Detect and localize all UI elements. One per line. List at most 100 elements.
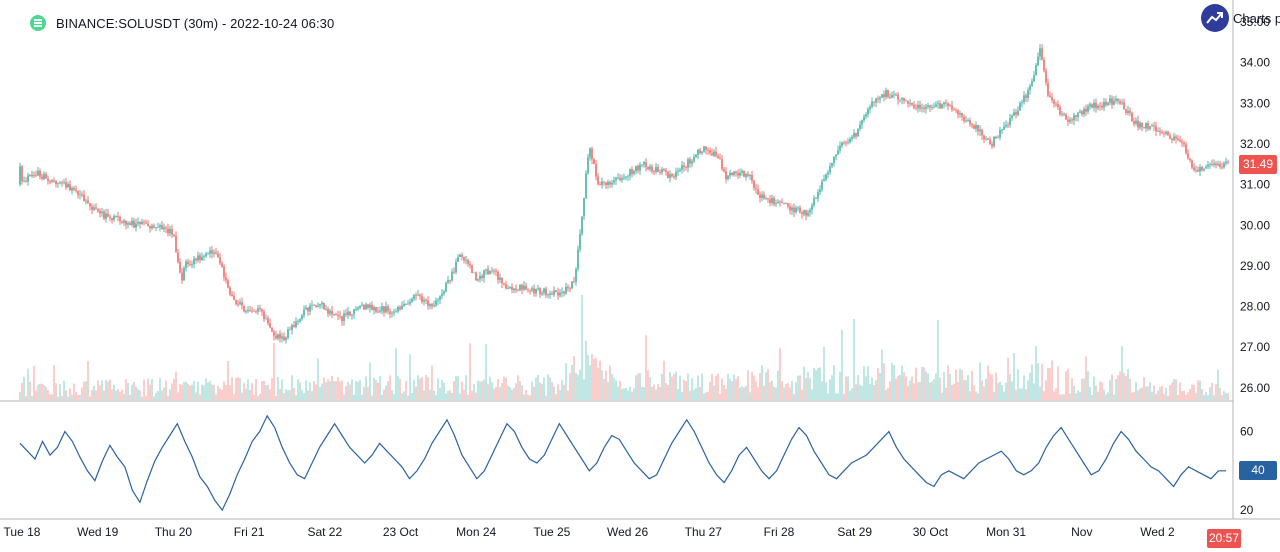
candle-body: [633, 171, 635, 174]
candle-body: [489, 271, 491, 275]
volume-bar: [859, 384, 861, 400]
volume-bar: [397, 376, 399, 400]
volume-bar: [377, 382, 379, 400]
candle-body: [933, 106, 935, 108]
volume-bar: [695, 387, 697, 400]
candle-body: [929, 105, 931, 108]
candle-body: [897, 94, 899, 100]
volume-bar: [839, 371, 841, 400]
volume-bar: [951, 385, 953, 400]
volume-bar: [697, 375, 699, 400]
candle-body: [227, 280, 229, 288]
candle-body: [1023, 95, 1025, 103]
candle-body: [343, 313, 345, 322]
volume-bar: [1151, 391, 1153, 400]
volume-bar: [433, 390, 435, 400]
time-tick-label: Fri 28: [764, 525, 795, 539]
volume-bar: [707, 391, 709, 400]
volume-bar: [367, 386, 369, 400]
volume-bar: [335, 381, 337, 400]
volume-bar: [449, 390, 451, 400]
volume-bar: [617, 386, 619, 400]
candle-body: [301, 315, 303, 320]
candle-body: [1039, 48, 1041, 57]
candle-body: [29, 175, 31, 177]
volume-bar: [1135, 381, 1137, 400]
candle-body: [903, 98, 905, 101]
volume-bar: [885, 389, 887, 400]
volume-bar: [773, 386, 775, 400]
volume-bar: [517, 375, 519, 400]
candle-body: [1159, 131, 1161, 133]
volume-bar: [497, 379, 499, 400]
volume-bar: [69, 388, 71, 400]
volume-bar: [91, 389, 93, 400]
candle-body: [601, 181, 603, 185]
volume-bar: [207, 382, 209, 400]
candle-body: [417, 294, 419, 296]
candle-body: [449, 280, 451, 281]
candle-body: [835, 154, 837, 157]
candle-body: [237, 303, 239, 305]
volume-bar: [1043, 391, 1045, 400]
candle-body: [961, 112, 963, 117]
candle-body: [1181, 141, 1183, 144]
candle-body: [587, 157, 589, 174]
live-status-icon[interactable]: [30, 15, 46, 31]
candle-body: [833, 156, 835, 164]
candle-body: [537, 288, 539, 289]
volume-bar: [791, 380, 793, 400]
candle-body: [295, 321, 297, 327]
volume-bar: [755, 381, 757, 400]
volume-bar: [1183, 390, 1185, 400]
volume-bar: [97, 380, 99, 400]
volume-bar: [887, 388, 889, 400]
volume-bar: [475, 392, 477, 400]
volume-bar: [571, 364, 573, 400]
volume-bar: [313, 381, 315, 400]
volume-bar: [789, 387, 791, 400]
candle-body: [1203, 168, 1205, 171]
candle-body: [71, 187, 73, 191]
volume-bar: [963, 379, 965, 400]
volume-bar: [593, 358, 595, 400]
volume-bar: [799, 375, 801, 400]
volume-bar: [1077, 390, 1079, 400]
candle-body: [1037, 56, 1039, 66]
price-tick-label: 34.00: [1240, 56, 1270, 70]
volume-bar: [1177, 395, 1179, 400]
volume-bar: [577, 374, 579, 400]
volume-bar: [731, 381, 733, 400]
price-tick-label: 26.00: [1240, 381, 1270, 395]
volume-bar: [451, 393, 453, 400]
volume-bar: [807, 371, 809, 400]
volume-bar: [957, 382, 959, 400]
volume-bar: [725, 388, 727, 400]
volume-bar: [829, 379, 831, 400]
candle-body: [483, 270, 485, 278]
brand-badge[interactable]: Charts p: [1201, 4, 1280, 32]
volume-bar: [27, 368, 29, 400]
volume-bar: [311, 391, 313, 400]
candle-body: [245, 311, 247, 312]
volume-bar: [191, 384, 193, 400]
volume-bar: [751, 372, 753, 400]
candle-body: [379, 310, 381, 312]
candle-body: [911, 102, 913, 105]
volume-bar: [283, 393, 285, 400]
volume-bar: [181, 384, 183, 400]
volume-bar: [201, 384, 203, 400]
volume-bar: [369, 362, 371, 400]
volume-bar: [633, 388, 635, 400]
candle-body: [53, 180, 55, 182]
candle-body: [155, 227, 157, 229]
candle-body: [693, 156, 695, 162]
volume-bar: [165, 380, 167, 400]
candle-body: [569, 288, 571, 290]
candle-body: [287, 329, 289, 338]
time-tick-label: 30 Oct: [913, 525, 949, 539]
candle-body: [377, 311, 379, 313]
volume-bar: [435, 394, 437, 400]
volume-bar: [1067, 368, 1069, 400]
